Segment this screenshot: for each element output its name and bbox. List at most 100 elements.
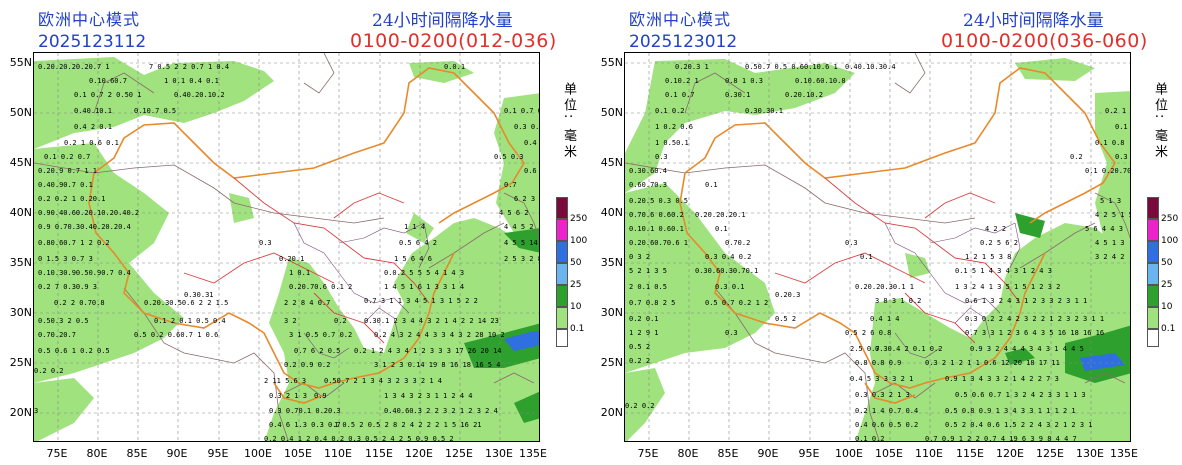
init-time: 2025123012 [629,32,738,52]
svg-text:0.2 4 3 2 4 4 3 3 4 3 2 28 10: 0.2 4 3 2 4 4 3 3 4 3 2 28 10 2 [374,331,505,339]
svg-text:0.30.1: 0.30.1 [725,91,750,99]
svg-text:0.9: 0.9 [314,392,327,400]
svg-text:0.4 2 0.1: 0.4 2 0.1 [74,123,112,131]
svg-text:0.0.1: 0.0.1 [444,63,465,71]
provincial-borders-inner [884,222,1021,359]
color-legend: 250 100 50 25 10 0.1 [1147,197,1178,347]
svg-text:0.3 0.70.1 0.20.3: 0.3 0.70.1 0.20.3 [269,407,341,415]
country-borders [625,53,1130,441]
legend-swatch [1147,307,1159,329]
lon-label: 130E [485,447,513,460]
svg-text:0.3 0.4: 0.3 0.4 [514,123,540,131]
svg-text:2.5 0.7: 2.5 0.7 [850,345,880,353]
lat-label: 45N [600,156,623,169]
svg-text:2 5 3 2 8: 2 5 3 2 8 [504,255,540,263]
model-title: 欧洲中心模式 [38,10,141,29]
legend-swatch [1147,241,1159,263]
lat-label: 20N [600,406,623,419]
svg-text:0.8 0.8 0.9: 0.8 0.8 0.9 [855,359,901,367]
lon-label: 105E [284,447,312,460]
svg-text:0.3: 0.3 [1115,153,1128,161]
svg-text:0.20.3: 0.20.3 [775,291,800,299]
unit-label: 单位: 毫米 [561,82,576,161]
svg-text:0.1 0.5: 0.1 0.5 [1115,123,1131,131]
svg-text:0.20.5 0.3 0.5: 0.20.5 0.3 0.5 [629,197,688,205]
svg-text:1 0.50.1: 1 0.50.1 [655,139,689,147]
svg-text:0.50.3 2 0.5: 0.50.3 2 0.5 [38,317,89,325]
model-title: 欧洲中心模式 [629,10,732,29]
svg-text:3 1 0.5 0.7 0.2: 3 1 0.5 0.7 0.2 [289,331,352,339]
lat-label: 50N [600,106,623,119]
svg-text:0.10.2 1: 0.10.2 1 [665,77,699,85]
lon-label: 120E [996,447,1024,460]
svg-text:0.2 1 0.8: 0.2 1 0.8 [1105,107,1131,115]
svg-text:0.30.60.4: 0.30.60.4 [629,167,667,175]
svg-text:0.5 0.2 0.60.7 1 0.6: 0.5 0.2 0.60.7 1 0.6 [134,331,218,339]
svg-text:0.40.10.1: 0.40.10.1 [74,107,112,115]
valid-period: 0100-0200(036-060) [941,30,1148,52]
legend-label: 250 [570,214,588,224]
svg-text:1 0.2 0.6: 1 0.2 0.6 [655,123,693,131]
svg-text:0.3 0.2 2 4 2 3 2 2 1 2 3 2 3: 0.3 0.2 2 4 2 3 2 2 1 2 3 2 3 1 1 [965,315,1104,323]
svg-text:0.4 0.6 0.5 0.2: 0.4 0.6 0.5 0.2 [855,421,918,429]
svg-text:0.4 6 1.3 0.3 0.7: 0.4 6 1.3 0.3 0.7 [269,421,341,429]
svg-text:0.20.20.20.20.7 1: 0.20.20.20.20.7 1 [38,63,110,71]
svg-text:0 1.5 3 0.7 3: 0 1.5 3 0.7 3 [38,255,93,263]
svg-text:0.20.1: 0.20.1 [279,255,304,263]
svg-text:0.5 6 4 2: 0.5 6 4 2 [399,239,437,247]
svg-text:5 6 4 4 3: 5 6 4 4 3 [1085,225,1123,233]
lat-label: 35N [9,256,32,269]
lat-label: 25N [600,356,623,369]
svg-text:0.2 7 0.30.9 3: 0.2 7 0.30.9 3 [38,283,97,291]
provincial-borders-inner [293,222,430,359]
precip-values: 0.20.3 1 0.50.7 0.5 0.60.10.6 1 0.40.10.30… [625,63,1131,441]
map-canvas: 0.20.3 1 0.50.7 0.5 0.60.10.6 1 0.40.10.30… [625,53,1131,441]
svg-text:0.50.7 0.5 0.60.10.6 1: 0.50.7 0.5 0.60.10.6 1 [745,63,838,71]
lon-label: 115E [365,447,393,460]
longitude-axis: 75E 80E 85E 90E 95E 100E 105E 110E 115E … [624,442,1138,462]
lon-label: 135E [519,447,547,460]
svg-text:1 5 6 4 6: 1 5 6 4 6 [394,255,432,263]
svg-text:0.7 3 3 1 2 3 6 4 3 5 16 18 16: 0.7 3 3 1 2 3 6 4 3 5 16 18 16 16 [965,329,1104,337]
svg-text:0.1: 0.1 [705,181,718,189]
legend-swatch [1147,285,1159,307]
legend-label: 100 [1161,236,1179,246]
svg-text:0.20.9 0.7 1 1: 0.20.9 0.7 1 1 [38,167,97,175]
svg-text:0.3: 0.3 [725,329,738,337]
lat-label: 40N [9,206,32,219]
svg-text:0.2 5 6 2: 0.2 5 6 2 [980,239,1018,247]
provincial-borders [183,177,430,344]
forecast-panel-left: 欧洲中心模式 2025123112 24小时间隔降水量 0100-0200(01… [9,10,588,460]
svg-text:0.4 1 4: 0.4 1 4 [870,315,900,323]
legend-label: 0.1 [1161,324,1176,334]
legend-swatch [556,307,568,329]
legend-label: 10 [1161,302,1173,312]
lon-label: 125E [1036,447,1064,460]
svg-text:1 1 4: 1 1 4 [404,223,425,231]
svg-text:0.2 2: 0.2 2 [629,357,650,365]
svg-text:0.30.1 2 3 4 4 3 2 1 4 2 2 14: 0.30.1 2 3 4 4 3 2 1 4 2 2 14 23 [364,317,499,325]
lon-label: 95E [207,447,229,460]
svg-text:3 8 3 1 0.2: 3 8 3 1 0.2 [875,297,921,305]
svg-text:0.20.20.30.1 1: 0.20.20.30.1 1 [855,283,914,291]
lon-label: 125E [445,447,473,460]
svg-text:0.20.3 1: 0.20.3 1 [675,63,709,71]
svg-text:0.2 0.1: 0.2 0.1 [629,315,659,323]
svg-text:0.90.40.60.20.10.20.40.2: 0.90.40.60.20.10.20.40.2 [38,209,139,217]
lat-label: 50N [9,106,32,119]
svg-text:0.7 0.8 2 5: 0.7 0.8 2 5 [629,299,675,307]
legend-label: 50 [570,258,582,268]
svg-text:0.5 2 0.4 0.6 1.5 2 2 4 3 2 1: 0.5 2 0.4 0.6 1.5 2 2 4 3 2 1 2 3 1 [945,421,1093,429]
svg-text:0.2 0.4 1 2 0.4 0.2 0.3 0.5 2: 0.2 0.4 1 2 0.4 0.2 0.3 0.5 2 4 2 5 0.9 … [264,435,454,442]
svg-text:0.70.2: 0.70.2 [725,239,750,247]
legend-swatch [556,241,568,263]
lat-label: 20N [9,406,32,419]
svg-text:0.30.30.1: 0.30.30.1 [745,107,783,115]
svg-text:0.2 0.2 1 0.20.1: 0.2 0.2 1 0.20.1 [38,195,105,203]
legend-swatch [556,219,568,241]
svg-text:4 2 5 1 5: 4 2 5 1 5 [1095,211,1131,219]
svg-text:1 4 5 1 6 1 3 3 1 4: 1 4 5 1 6 1 3 3 1 4 [384,283,464,291]
svg-text:0.3 0.1: 0.3 0.1 [715,283,745,291]
legend-label: 0.1 [570,324,585,334]
unit-label: 单位: 毫米 [1152,82,1167,161]
